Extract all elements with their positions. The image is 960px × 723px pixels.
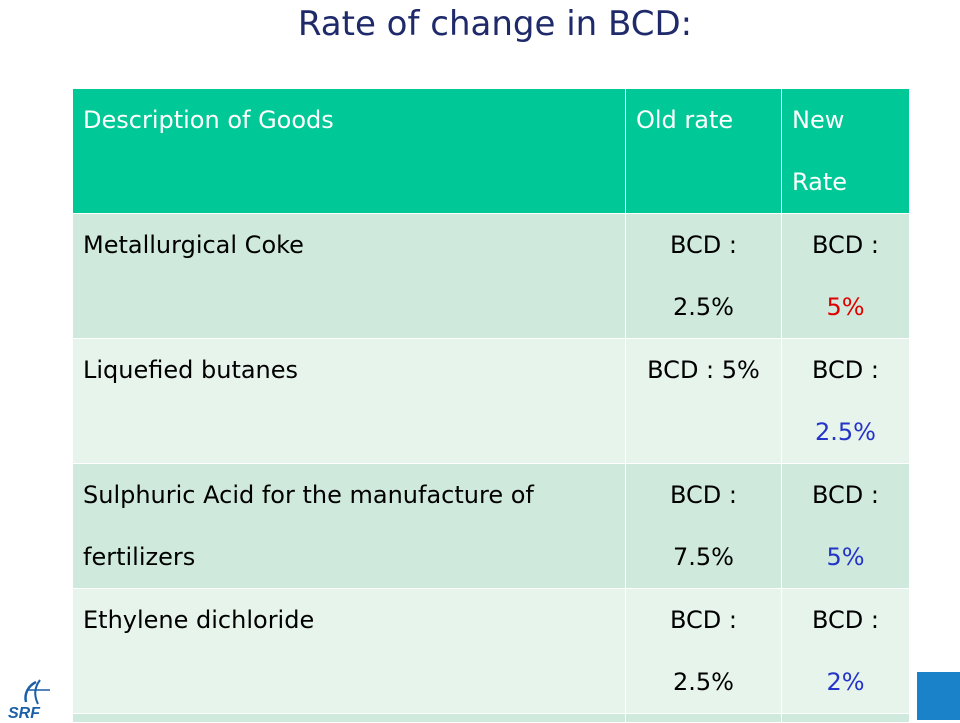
new-rate-label: BCD :	[812, 606, 879, 634]
new-rate-value: 2%	[826, 668, 865, 696]
new-rate-label: BCD :	[812, 481, 879, 509]
corner-accent-block	[917, 672, 960, 720]
table-row-cutoff	[72, 713, 910, 723]
row-new-rate: BCD : 5%	[781, 463, 910, 589]
table-row: Ethylene dichloride BCD : 2.5% BCD : 2%	[72, 588, 910, 714]
new-rate-label: BCD :	[812, 231, 879, 259]
row-description: Sulphuric Acid for the manufacture of fe…	[72, 463, 626, 589]
cutoff-cell	[72, 713, 626, 723]
row-description: Liquefied butanes	[72, 338, 626, 464]
row-old-rate: BCD : 7.5%	[625, 463, 782, 589]
table-row: Sulphuric Acid for the manufacture of fe…	[72, 463, 910, 589]
logo-text: SRF	[8, 705, 41, 720]
table-row: Liquefied butanes BCD : 5% BCD : 2.5%	[72, 338, 910, 464]
row-description: Ethylene dichloride	[72, 588, 626, 714]
slide-title: Rate of change in BCD:	[297, 4, 693, 44]
header-description: Description of Goods	[72, 88, 626, 214]
old-rate-label: BCD :	[670, 231, 737, 259]
srf-logo-icon: SRF	[8, 679, 50, 720]
new-rate-value: 5%	[826, 543, 865, 571]
row-new-rate: BCD : 2.5%	[781, 338, 910, 464]
row-old-rate: BCD : 2.5%	[625, 588, 782, 714]
row-old-rate: BCD : 5%	[625, 338, 782, 464]
old-rate-value: 7.5%	[673, 543, 734, 571]
new-rate-label: BCD :	[812, 356, 879, 384]
new-rate-value: 5%	[826, 293, 865, 321]
cutoff-cell	[625, 713, 782, 723]
row-new-rate: BCD : 5%	[781, 213, 910, 339]
old-rate-value: 2.5%	[673, 293, 734, 321]
header-old-rate: Old rate	[625, 88, 782, 214]
old-rate-label: BCD : 5%	[647, 356, 760, 384]
header-new-rate: New Rate	[781, 88, 910, 214]
row-description: Metallurgical Coke	[72, 213, 626, 339]
row-new-rate: BCD : 2%	[781, 588, 910, 714]
table-header-row: Description of Goods Old rate New Rate	[72, 88, 910, 214]
table-row: Metallurgical Coke BCD : 2.5% BCD : 5%	[72, 213, 910, 339]
new-rate-value: 2.5%	[815, 418, 876, 446]
old-rate-label: BCD :	[670, 481, 737, 509]
old-rate-value: 2.5%	[673, 668, 734, 696]
row-old-rate: BCD : 2.5%	[625, 213, 782, 339]
old-rate-label: BCD :	[670, 606, 737, 634]
cutoff-cell	[781, 713, 910, 723]
bcd-rate-table: Description of Goods Old rate New Rate M…	[72, 88, 910, 723]
